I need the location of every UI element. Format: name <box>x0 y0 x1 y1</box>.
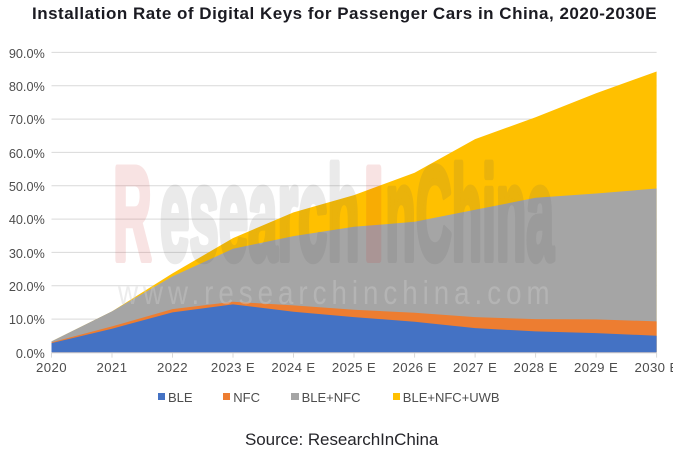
svg-text:I: I <box>363 141 384 289</box>
svg-text:R: R <box>113 140 151 288</box>
svg-text:nChina: nChina <box>385 140 554 288</box>
svg-text:esearch: esearch <box>160 140 360 289</box>
